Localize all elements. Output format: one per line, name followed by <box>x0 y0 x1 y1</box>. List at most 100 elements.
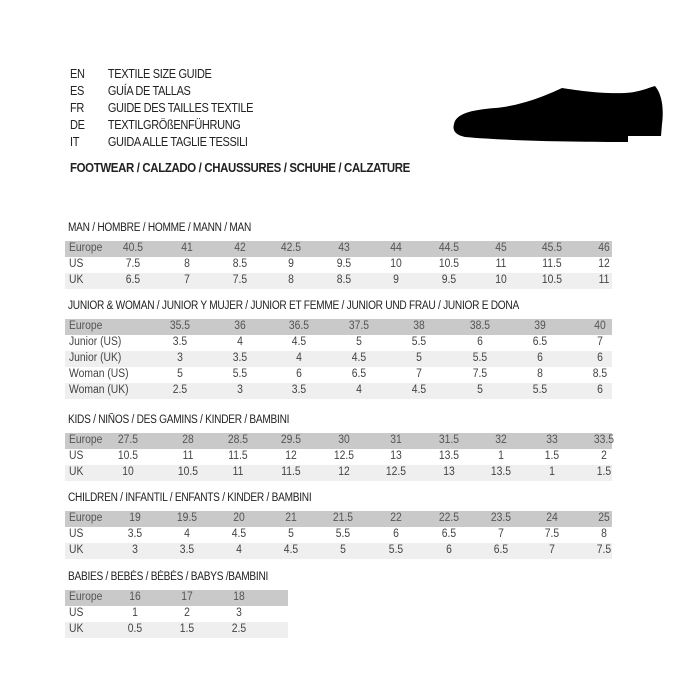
row-label: UK <box>69 623 84 635</box>
row-label: Europe <box>69 320 103 332</box>
size-cell: 3.5 <box>291 384 307 396</box>
size-cell: 1 <box>549 466 555 478</box>
row-label: US <box>69 528 84 540</box>
size-cell: 4.5 <box>283 544 299 556</box>
size-cell: 45 <box>495 242 507 254</box>
size-cell: 9 <box>393 274 399 286</box>
guide-title-de: DE TEXTILGRÖßENFÜHRUNG <box>70 118 241 132</box>
table-row: US 3.5 4 4.5 5 5.5 6 6.5 7 7.5 8 <box>65 527 612 543</box>
size-cell: 6.5 <box>125 274 141 286</box>
size-cell: 11.5 <box>542 258 562 270</box>
size-cell: 4 <box>184 528 190 540</box>
guide-title-en: EN TEXTILE SIZE GUIDE <box>70 67 212 81</box>
language-code: FR <box>70 101 84 115</box>
size-cell: 36 <box>234 320 246 332</box>
size-cell: 11.5 <box>228 450 248 462</box>
table-row: Woman (UK) 2.5 3 3.5 4 4.5 5 5.5 6 <box>65 383 612 399</box>
size-cell: 35.5 <box>169 320 191 332</box>
size-cell: 22.5 <box>438 512 460 524</box>
size-cell: 38 <box>413 320 425 332</box>
size-cell: 10.5 <box>541 274 563 286</box>
size-cell: 7.5 <box>596 544 612 556</box>
size-cell: 7 <box>549 544 555 556</box>
size-cell: 1.5 <box>544 450 560 462</box>
section-title-junior-woman: JUNIOR & WOMAN / JUNIOR Y MUJER / JUNIOR… <box>68 300 519 312</box>
size-cell: 3.5 <box>172 336 188 348</box>
size-cell: 6.5 <box>532 336 548 348</box>
size-cell: 19 <box>129 512 141 524</box>
size-cell: 8 <box>288 274 294 286</box>
size-cell: 13.5 <box>438 450 460 462</box>
guide-title-text: TEXTILGRÖßENFÜHRUNG <box>107 118 241 132</box>
table-header-row: Europe 27.5 28 28.5 29.5 30 31 31.5 32 33 33.5 <box>65 433 614 449</box>
size-cell: 5 <box>288 528 294 540</box>
size-table-man: Europe 40.5 41 42 42.5 43 44 44.5 45 45.5 46 US 7.5 8… <box>65 241 612 289</box>
guide-title-text: TEXTILE SIZE GUIDE <box>107 67 212 81</box>
size-cell: 7 <box>416 368 422 380</box>
guide-title-it: IT GUIDA ALLE TAGLIE TESSILI <box>70 135 248 149</box>
table-header-row: Europe 19 19.5 20 21 21.5 22 22.5 23.5 24 25 <box>65 511 612 527</box>
row-label: UK <box>69 466 84 478</box>
size-cell: 10 <box>122 466 134 478</box>
size-cell: 6 <box>477 336 483 348</box>
language-code: EN <box>70 67 85 81</box>
size-cell: 5.5 <box>532 384 548 396</box>
size-cell: 4.5 <box>231 528 247 540</box>
section-title-children: CHILDREN / INFANTIL / ENFANTS / KINDER /… <box>68 492 312 504</box>
size-cell: 8 <box>601 528 607 540</box>
row-label: Woman (UK) <box>69 384 129 396</box>
size-cell: 3.5 <box>127 528 143 540</box>
size-cell: 1.5 <box>596 466 612 478</box>
size-cell: 6 <box>597 352 603 364</box>
size-cell: 5 <box>356 336 362 348</box>
size-cell: 8.5 <box>232 258 248 270</box>
row-label: US <box>69 450 84 462</box>
size-table-children: Europe 19 19.5 20 21 21.5 22 22.5 23.5 24 25 US 3.5 4… <box>65 511 612 559</box>
size-cell: 12.5 <box>333 450 355 462</box>
language-code: IT <box>70 135 80 149</box>
size-cell: 11 <box>598 274 610 286</box>
size-cell: 6.5 <box>351 368 367 380</box>
size-cell: 1 <box>498 450 504 462</box>
size-cell: 27.5 <box>117 434 139 446</box>
size-cell: 5.5 <box>232 368 248 380</box>
table-row: Junior (US) 3.5 4 4.5 5 5.5 6 6.5 7 <box>65 335 612 351</box>
guide-title-fr: FR GUIDE DES TAILLES TEXTILE <box>70 101 253 115</box>
row-label: Europe <box>69 434 103 446</box>
size-cell: 32 <box>495 434 507 446</box>
table-row: Junior (UK) 3 3.5 4 4.5 5 5.5 6 6 <box>65 351 612 367</box>
size-cell: 7 <box>184 274 190 286</box>
size-cell: 18 <box>233 591 245 603</box>
size-cell: 19.5 <box>176 512 198 524</box>
size-cell: 9.5 <box>336 258 352 270</box>
size-cell: 8 <box>184 258 190 270</box>
size-cell: 5.5 <box>411 336 427 348</box>
size-cell: 6 <box>446 544 452 556</box>
size-cell: 13 <box>390 450 402 462</box>
size-cell: 10.5 <box>177 466 199 478</box>
row-label: Woman (US) <box>69 368 129 380</box>
size-cell: 28 <box>182 434 194 446</box>
row-label: Europe <box>69 591 103 603</box>
size-cell: 20 <box>233 512 245 524</box>
size-cell: 7 <box>498 528 504 540</box>
size-cell: 3.5 <box>179 544 195 556</box>
size-cell: 12.5 <box>385 466 407 478</box>
language-code: ES <box>70 84 84 98</box>
size-cell: 21.5 <box>332 512 354 524</box>
size-cell: 44.5 <box>438 242 460 254</box>
size-cell: 13 <box>443 466 455 478</box>
size-cell: 39 <box>534 320 546 332</box>
size-cell: 7.5 <box>472 368 488 380</box>
size-cell: 10.5 <box>438 258 460 270</box>
size-cell: 11 <box>232 466 244 478</box>
size-cell: 8 <box>537 368 543 380</box>
size-cell: 4 <box>236 544 242 556</box>
size-cell: 8.5 <box>592 368 608 380</box>
size-cell: 24 <box>546 512 558 524</box>
size-cell: 28.5 <box>227 434 249 446</box>
row-label: Junior (US) <box>69 336 122 348</box>
size-cell: 29.5 <box>280 434 302 446</box>
table-row: US 7.5 8 8.5 9 9.5 10 10.5 11 11.5 12 <box>65 257 612 273</box>
guide-title-text: GUIDA ALLE TAGLIE TESSILI <box>107 135 248 149</box>
